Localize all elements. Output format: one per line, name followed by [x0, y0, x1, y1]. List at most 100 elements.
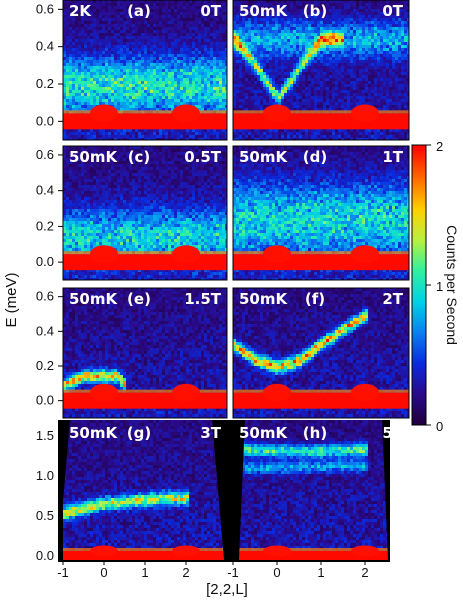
y-tick-label: 0.0 — [36, 254, 54, 269]
bragg-peak — [172, 245, 200, 263]
panel-field-label: 1T — [382, 148, 403, 166]
bragg-peak — [263, 384, 291, 402]
elastic-line-edge — [63, 548, 227, 551]
panel-b-image — [233, 0, 410, 141]
panel-letter-label: (e) — [127, 290, 151, 308]
panel-field-label: 3T — [200, 424, 221, 442]
bragg-peak — [351, 384, 379, 402]
y-tick-label: 0.5 — [36, 508, 54, 523]
colorbar-tick-label: 1 — [436, 279, 443, 294]
panel-d: 50mK (d) 1T — [233, 146, 410, 281]
x-tick-label: -1 — [57, 565, 69, 580]
elastic-line-edge — [63, 390, 227, 393]
panel-temperature-label: 50mK — [69, 148, 119, 166]
y-tick-label: 1.0 — [36, 468, 54, 483]
bragg-peak — [90, 105, 118, 123]
panel-temperature-label: 2K — [69, 2, 92, 20]
elastic-line — [63, 113, 227, 129]
y-tick-label: 0.0 — [36, 548, 54, 563]
elastic-line-edge — [63, 251, 227, 254]
y-axis-title: E (meV) — [3, 272, 20, 327]
panel-letter-label: (f) — [305, 290, 325, 308]
x-tick-label: 2 — [361, 565, 368, 580]
panel-letter-label: (g) — [127, 424, 151, 442]
panel-h: 50mK(h)5T — [233, 420, 410, 561]
elastic-line-edge — [233, 251, 409, 254]
elastic-line — [63, 393, 227, 409]
panel-temperature-label: 50mK — [69, 424, 119, 442]
panel-g: 50mK (g) 3T — [63, 420, 228, 561]
bragg-peak — [263, 245, 291, 263]
panel-b: 50mK (b) 0T — [233, 0, 410, 141]
panel-f: 50mK (f) 2T — [233, 288, 410, 420]
x-tick-label: 1 — [141, 565, 148, 580]
panel-temperature-label: 50mK — [239, 2, 289, 20]
panel-temperature-label: 50mK — [239, 290, 289, 308]
panel-field-label: 5T — [382, 424, 403, 442]
bragg-peak — [90, 245, 118, 263]
panel-temperature-label: 50mK — [69, 290, 119, 308]
elastic-line-edge — [233, 110, 409, 113]
bragg-peak — [351, 245, 379, 263]
panel-field-label: 2T — [382, 290, 403, 308]
y-tick-label: 0.6 — [36, 147, 54, 162]
colorbar: 2 1 0 Counts per Second — [412, 139, 460, 434]
panel-d-image — [233, 146, 410, 281]
bragg-peak — [351, 546, 379, 557]
panel-a: 2K (a) 0T — [63, 0, 228, 141]
x-tick-label: 0 — [100, 565, 107, 580]
panel-field-label: 0T — [382, 2, 403, 20]
panel-field-label: 0.5T — [184, 148, 222, 166]
panel-c: 50mK (c) 0.5T — [63, 146, 228, 281]
panel-temperature-label: 50mK — [239, 148, 289, 166]
x-tick-label: 1 — [317, 565, 324, 580]
x-tick-label: 2 — [182, 565, 189, 580]
y-tick-label: 0.2 — [36, 76, 54, 91]
y-tick-label: 0.4 — [36, 323, 54, 338]
x-tick-label: -1 — [227, 565, 239, 580]
y-tick-label: 0.2 — [36, 218, 54, 233]
y-tick-label: 0.4 — [36, 183, 54, 198]
panel-field-label: 1.5T — [184, 290, 222, 308]
bragg-peak — [172, 546, 200, 557]
y-tick-label: 0.0 — [36, 393, 54, 408]
bragg-peak — [172, 384, 200, 402]
elastic-line — [233, 393, 409, 409]
x-tick-label: 0 — [273, 565, 280, 580]
panel-temperature-label: 50mK — [239, 424, 289, 442]
y-tick-label: 0.4 — [36, 39, 54, 54]
elastic-line-edge — [233, 548, 409, 551]
panel-letter-label: (b) — [303, 2, 327, 20]
colorbar-title: Counts per Second — [444, 225, 460, 345]
y-tick-label: 0.0 — [36, 113, 54, 128]
panel-field-label: 0T — [200, 2, 221, 20]
panel-letter-label: (a) — [127, 2, 151, 20]
bragg-peak — [90, 546, 118, 557]
elastic-line — [233, 113, 409, 129]
colorbar-gradient — [412, 145, 426, 425]
panel-letter-label: (c) — [128, 148, 151, 166]
panel-e: 50mK (e) 1.5T — [63, 288, 228, 420]
x-ticks: -1 0 1 2 -1 0 1 2 — [57, 560, 368, 580]
bragg-peak — [263, 105, 291, 123]
elastic-line — [63, 551, 227, 561]
panel-a-image — [63, 0, 228, 141]
y-tick-label: 0.6 — [36, 289, 54, 304]
bragg-peak — [90, 384, 118, 402]
y-tick-label: 0.2 — [36, 358, 54, 373]
elastic-line — [233, 551, 409, 561]
bragg-peak — [263, 546, 291, 557]
bragg-peak — [351, 105, 379, 123]
elastic-line — [233, 254, 409, 270]
x-axis-title: [2,2,L] — [206, 581, 248, 598]
panel-c-image — [63, 146, 228, 281]
colorbar-tick-label: 0 — [436, 419, 443, 434]
y-tick-label: 0.6 — [36, 1, 54, 16]
elastic-line — [63, 254, 227, 270]
panel-letter-label: (d) — [303, 148, 327, 166]
bragg-peak — [172, 105, 200, 123]
elastic-line-edge — [63, 110, 227, 113]
